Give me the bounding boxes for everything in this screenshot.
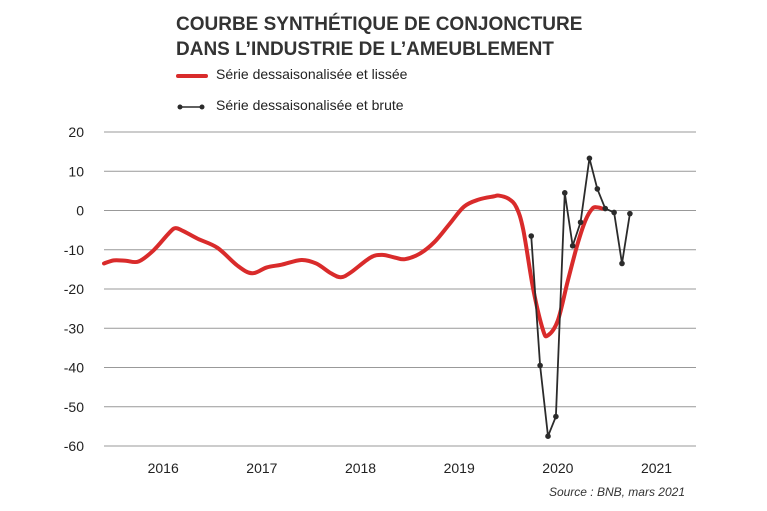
data-point-raw	[602, 205, 609, 212]
chart-title-line-1: COURBE SYNTHÉTIQUE DE CONJONCTURE	[176, 14, 583, 35]
x-tick-label: 2020	[542, 460, 573, 476]
y-tick-label: 0	[76, 203, 84, 219]
x-tick-label: 2016	[148, 460, 179, 476]
y-tick-label: -40	[64, 360, 84, 376]
data-point-raw	[561, 190, 568, 196]
legend-label-smoothed: Série dessaisonalisée et lissée	[216, 66, 408, 82]
data-point-raw	[528, 233, 535, 239]
legend-swatch-raw	[177, 104, 205, 110]
data-point-raw	[627, 210, 633, 217]
source-note: Source : BNB, mars 2021	[548, 485, 685, 499]
data-point-raw	[537, 362, 543, 369]
y-axis: 20 10 0 -10 -20 -30 -40 -50 -60	[64, 124, 84, 454]
x-tick-label: 2019	[444, 460, 475, 476]
legend-label-raw: Série dessaisonalisée et brute	[216, 97, 404, 113]
data-point-raw	[594, 186, 601, 192]
data-point-raw	[545, 433, 551, 439]
series-layer	[102, 155, 633, 439]
data-point-raw	[619, 260, 625, 267]
data-point-raw	[586, 155, 593, 162]
series-line-raw	[530, 157, 631, 438]
data-point-raw	[553, 413, 559, 420]
y-tick-label: -60	[64, 438, 84, 454]
series-line-smoothed	[102, 193, 605, 339]
x-tick-label: 2017	[246, 460, 277, 476]
y-tick-label: 10	[68, 163, 84, 179]
y-tick-label: -50	[64, 399, 84, 415]
x-axis: 2016 2017 2018 2019 2020 2021	[148, 460, 673, 476]
y-tick-label: -30	[64, 320, 84, 336]
chart-title-line-2: DANS L’INDUSTRIE DE L’AMEUBLEMENT	[176, 39, 554, 60]
data-point-raw	[577, 219, 584, 226]
data-point-raw	[569, 243, 576, 249]
x-tick-label: 2018	[345, 460, 376, 476]
legend-swatch-smoothed	[176, 74, 208, 78]
chart-title: COURBE SYNTHÉTIQUE DE CONJONCTURE DANS L…	[176, 12, 696, 62]
y-tick-label: 20	[68, 124, 84, 140]
x-tick-label: 2021	[641, 460, 672, 476]
data-point-raw	[611, 209, 617, 216]
gridlines	[104, 131, 696, 447]
y-tick-label: -10	[64, 242, 84, 258]
y-tick-label: -20	[64, 281, 84, 297]
